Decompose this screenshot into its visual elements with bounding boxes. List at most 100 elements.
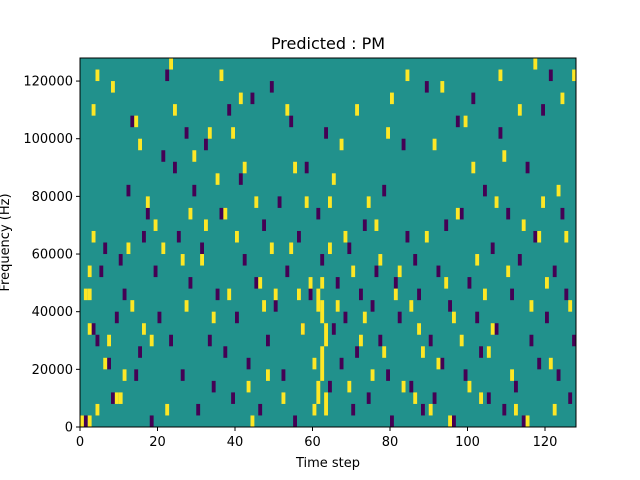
heatmap-cell-high bbox=[235, 230, 239, 243]
heatmap-cell-low bbox=[382, 184, 387, 197]
heatmap-cell-high bbox=[300, 323, 305, 335]
heatmap-cell-low bbox=[347, 242, 352, 255]
y-tick-label: 120000 bbox=[23, 75, 73, 90]
heatmap-cell-high bbox=[138, 138, 142, 151]
heatmap-cell-high bbox=[560, 92, 565, 105]
heatmap-cell-high bbox=[510, 369, 514, 381]
heatmap-cell-high bbox=[440, 81, 445, 93]
heatmap-cell-high bbox=[122, 369, 127, 381]
heatmap-cell-low bbox=[370, 300, 375, 312]
heatmap-cell-high bbox=[339, 138, 344, 151]
heatmap-cell-low bbox=[293, 415, 297, 427]
heatmap-cell-low bbox=[510, 288, 514, 301]
heatmap-cell-high bbox=[533, 58, 538, 70]
heatmap-cell-high bbox=[506, 265, 511, 278]
heatmap-cell-low bbox=[533, 230, 538, 243]
heatmap-cell-low bbox=[273, 300, 278, 312]
x-tick-label: 60 bbox=[304, 435, 321, 450]
heatmap-cell-high bbox=[184, 300, 189, 312]
heatmap-cell-high bbox=[424, 230, 429, 243]
heatmap-cell-low bbox=[440, 357, 445, 370]
heatmap-cell-high bbox=[180, 254, 185, 266]
heatmap-cell-high bbox=[397, 265, 402, 278]
heatmap-cell-low bbox=[335, 277, 340, 289]
x-tick-label: 100 bbox=[455, 435, 480, 450]
heatmap-cell-low bbox=[107, 357, 111, 370]
heatmap-cell-high bbox=[328, 196, 332, 208]
heatmap-cell-high bbox=[529, 300, 534, 312]
y-tick-label: 20000 bbox=[32, 363, 73, 378]
heatmap-cell-high bbox=[238, 92, 243, 105]
heatmap-cell-high bbox=[316, 380, 321, 404]
heatmap-cell-low bbox=[165, 69, 170, 82]
heatmap-cell-high bbox=[335, 300, 340, 312]
y-tick-label: 40000 bbox=[32, 305, 73, 320]
heatmap-cell-low bbox=[494, 323, 499, 335]
heatmap-cell-low bbox=[269, 81, 274, 93]
heatmap-cell-low bbox=[455, 115, 460, 128]
heatmap-cell-high bbox=[231, 127, 235, 139]
heatmap-cell-low bbox=[173, 161, 177, 174]
heatmap-cell-high bbox=[374, 219, 379, 231]
heatmap-cell-high bbox=[111, 81, 115, 93]
heatmap-cell-low bbox=[227, 104, 232, 116]
heatmap-cell-low bbox=[281, 369, 286, 381]
heatmap-cell-high bbox=[250, 415, 255, 427]
heatmap-cell-high bbox=[517, 104, 522, 116]
heatmap-cell-high bbox=[378, 254, 383, 266]
heatmap-cell-low bbox=[541, 104, 545, 116]
heatmap-cell-high bbox=[297, 288, 301, 301]
heatmap-cell-high bbox=[432, 138, 437, 151]
heatmap-cell-low bbox=[548, 69, 553, 82]
heatmap-cell-low bbox=[432, 392, 437, 404]
heatmap-cell-low bbox=[157, 311, 162, 324]
heatmap-cell-high bbox=[145, 196, 150, 208]
heatmap-cell-low bbox=[397, 311, 402, 324]
heatmap-cell-low bbox=[254, 277, 259, 289]
heatmap-cell-high bbox=[169, 58, 173, 70]
heatmap-cell-high bbox=[331, 173, 336, 185]
heatmap-cell-high bbox=[455, 207, 460, 220]
heatmap-cell-high bbox=[390, 92, 394, 105]
heatmap-cell-high bbox=[114, 392, 119, 404]
heatmap-cell-high bbox=[343, 230, 348, 243]
heatmap-cell-high bbox=[95, 69, 100, 82]
heatmap-cell-high bbox=[370, 369, 375, 381]
heatmap-cell-low bbox=[142, 230, 146, 243]
heatmap-cell-high bbox=[545, 277, 549, 289]
heatmap-cell-high bbox=[173, 104, 177, 116]
heatmap-cell-high bbox=[87, 415, 92, 427]
heatmap-cell-low bbox=[207, 334, 212, 347]
heatmap-cell-high bbox=[494, 196, 499, 208]
x-axis: 0 20 40 60 80 100 120 bbox=[76, 427, 557, 450]
heatmap-cell-high bbox=[382, 346, 387, 358]
heatmap-cell-low bbox=[390, 415, 394, 427]
heatmap-cell-high bbox=[161, 242, 166, 255]
heatmap-cell-high bbox=[401, 380, 406, 393]
heatmap-cell-high bbox=[428, 403, 433, 416]
heatmap-cell-high bbox=[475, 254, 480, 266]
heatmap-cell-low bbox=[459, 207, 464, 220]
heatmap-cell-low bbox=[556, 369, 561, 381]
heatmap-cell-low bbox=[483, 184, 487, 197]
heatmap-cell-high bbox=[459, 334, 464, 347]
heatmap-cell-low bbox=[405, 230, 410, 243]
heatmap-cell-low bbox=[215, 288, 220, 301]
heatmap-cell-low bbox=[320, 254, 325, 266]
heatmap-cell-low bbox=[436, 265, 441, 278]
heatmap-cell-high bbox=[556, 184, 561, 197]
heatmap-cell-high bbox=[293, 161, 297, 174]
heatmap-cell-low bbox=[266, 334, 270, 347]
heatmap-cell-high bbox=[405, 69, 410, 82]
heatmap-cell-high bbox=[215, 173, 220, 185]
y-tick-label: 100000 bbox=[23, 132, 73, 147]
heatmap-cell-low bbox=[91, 323, 96, 335]
heatmap-cells bbox=[80, 58, 576, 427]
heatmap-cell-low bbox=[331, 323, 336, 335]
x-tick-label: 40 bbox=[227, 435, 244, 450]
heatmap-cell-low bbox=[235, 311, 239, 324]
heatmap-cell-high bbox=[95, 403, 100, 416]
heatmap-cell-high bbox=[525, 415, 530, 427]
heatmap-cell-low bbox=[308, 288, 313, 301]
heatmap-cell-high bbox=[269, 242, 274, 255]
